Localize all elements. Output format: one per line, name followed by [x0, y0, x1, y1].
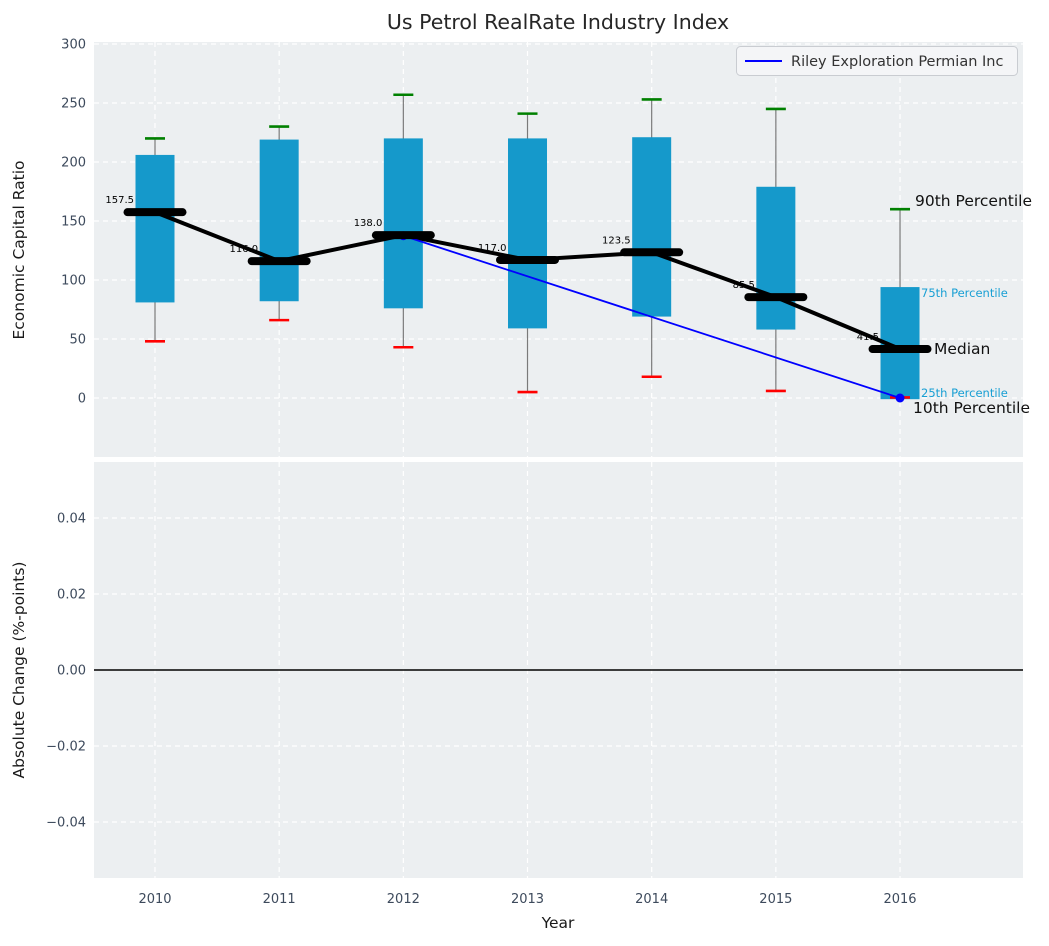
top-ytick-100: 100 — [61, 274, 86, 289]
company-marker-2016 — [895, 393, 905, 403]
chart-root: 0 50 100 150 200 250 300 0.04 0.02 0.00 −0.02 −0.04… — [46, 38, 1032, 908]
box-2014 — [632, 137, 672, 317]
bottom-ytick-0-04: 0.04 — [57, 512, 86, 527]
xtick-2011: 2011 — [263, 892, 296, 907]
chart-title: Us Petrol RealRate Industry Index — [387, 10, 729, 34]
box-2011 — [259, 139, 299, 302]
box-2012 — [383, 138, 423, 309]
xtick-2010: 2010 — [138, 892, 171, 907]
legend-box — [736, 46, 1018, 76]
top-ytick-150: 150 — [61, 215, 86, 230]
median-value-label-2011: 116.0 — [230, 244, 259, 255]
bottom-ytick-0-02: −0.02 — [46, 740, 86, 755]
median-value-label-2016: 41.5 — [857, 332, 879, 343]
box-2013 — [508, 138, 548, 329]
top-ytick-300: 300 — [61, 38, 86, 53]
box-2015 — [756, 186, 796, 330]
company-line — [403, 234, 901, 399]
median-value-label-2012: 138.0 — [354, 218, 383, 229]
top-ytick-0: 0 — [78, 392, 86, 407]
top-ytick-50: 50 — [69, 333, 86, 348]
top-ytick-250: 250 — [61, 97, 86, 112]
legend-label: Riley Exploration Permian Inc — [791, 54, 1003, 70]
median-value-label-2014: 123.5 — [602, 235, 631, 246]
x-axis-label: Year — [541, 914, 575, 932]
bottom-ytick-0-00: 0.00 — [57, 664, 86, 679]
annotation-10th-percentile: 10th Percentile — [913, 399, 1030, 417]
top-y-axis-label: Economic Capital Ratio — [10, 160, 28, 339]
annotation-25th-percentile: 25th Percentile — [921, 386, 1008, 400]
xtick-2013: 2013 — [511, 892, 544, 907]
bottom-ytick-0-04: −0.04 — [46, 816, 86, 831]
xtick-2012: 2012 — [387, 892, 420, 907]
bottom-y-axis-label: Absolute Change (%-points) — [10, 562, 28, 779]
legend: Riley Exploration Permian Inc — [736, 46, 1018, 76]
xtick-2014: 2014 — [635, 892, 668, 907]
xtick-2015: 2015 — [759, 892, 792, 907]
annotation-90th-percentile: 90th Percentile — [915, 192, 1032, 210]
top-ytick-200: 200 — [61, 156, 86, 171]
bottom-ytick-0-02: 0.02 — [57, 588, 86, 603]
box-2010 — [135, 154, 175, 303]
annotation-median: Median — [934, 340, 990, 358]
median-value-label-2013: 117.0 — [478, 243, 507, 254]
annotation-75th-percentile: 75th Percentile — [921, 286, 1008, 300]
xtick-2016: 2016 — [883, 892, 916, 907]
median-value-label-2010: 157.5 — [105, 195, 134, 206]
median-value-label-2015: 85.5 — [733, 280, 755, 291]
